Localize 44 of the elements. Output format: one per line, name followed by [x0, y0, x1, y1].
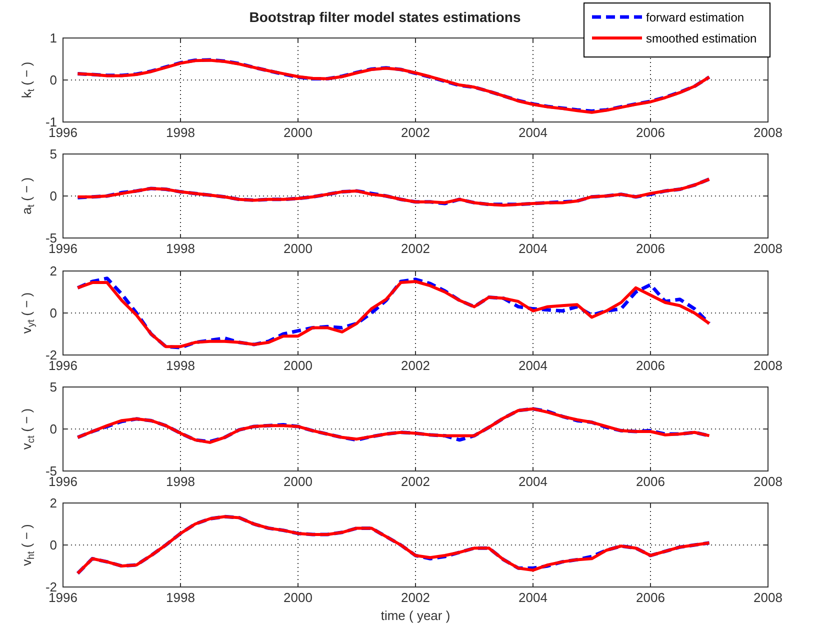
x-tick-label: 2000 — [284, 358, 312, 373]
x-tick-label: 2008 — [754, 590, 782, 605]
x-tick-label: 2004 — [518, 358, 548, 373]
legend-label: smoothed estimation — [646, 32, 757, 46]
x-tick-label: 1998 — [166, 125, 195, 140]
x-tick-label: 2002 — [401, 241, 430, 256]
x-tick-label: 2006 — [636, 358, 665, 373]
x-tick-label: 2008 — [754, 474, 782, 489]
x-tick-label: 1998 — [166, 358, 195, 373]
y-tick-label: 0 — [50, 422, 57, 436]
x-tick-label: 2000 — [284, 125, 312, 140]
x-tick-label: 2000 — [284, 241, 312, 256]
x-tick-label: 1998 — [166, 474, 195, 489]
y-tick-label: 5 — [50, 380, 57, 394]
x-tick-label: 2008 — [754, 125, 782, 140]
x-tick-label: 2006 — [636, 590, 665, 605]
y-tick-label: 2 — [50, 496, 57, 510]
x-tick-label: 1998 — [166, 590, 195, 605]
y-tick-label: 0 — [50, 188, 57, 204]
x-tick-label: 2000 — [284, 590, 312, 605]
x-tick-label: 2000 — [284, 474, 312, 489]
x-tick-label: 2006 — [636, 474, 665, 489]
x-tick-label: 2006 — [636, 241, 665, 256]
legend-label: forward estimation — [646, 10, 744, 24]
x-tick-label: 2004 — [518, 474, 548, 489]
x-tick-label: 2008 — [754, 241, 782, 256]
x-tick-label: 2002 — [401, 358, 430, 373]
chart-title: Bootstrap filter model states estimations — [249, 9, 521, 25]
y-tick-label: 5 — [50, 146, 57, 162]
x-axis-title: time ( year ) — [380, 608, 450, 623]
x-tick-label: 2002 — [401, 474, 430, 489]
y-tick-label: 0 — [50, 72, 57, 88]
y-tick-label: 2 — [50, 264, 57, 278]
y-tick-label: 0 — [50, 538, 57, 552]
x-tick-label: 2004 — [518, 590, 548, 605]
x-tick-label: 2004 — [518, 125, 548, 140]
x-tick-label: 2002 — [401, 125, 430, 140]
x-tick-label: 2004 — [518, 241, 548, 256]
x-tick-label: 2008 — [754, 358, 782, 373]
x-tick-label: 2002 — [401, 590, 430, 605]
y-tick-label: 1 — [50, 30, 57, 46]
y-tick-label: 0 — [50, 306, 57, 320]
x-tick-label: 2006 — [636, 125, 665, 140]
x-tick-label: 1998 — [166, 241, 195, 256]
